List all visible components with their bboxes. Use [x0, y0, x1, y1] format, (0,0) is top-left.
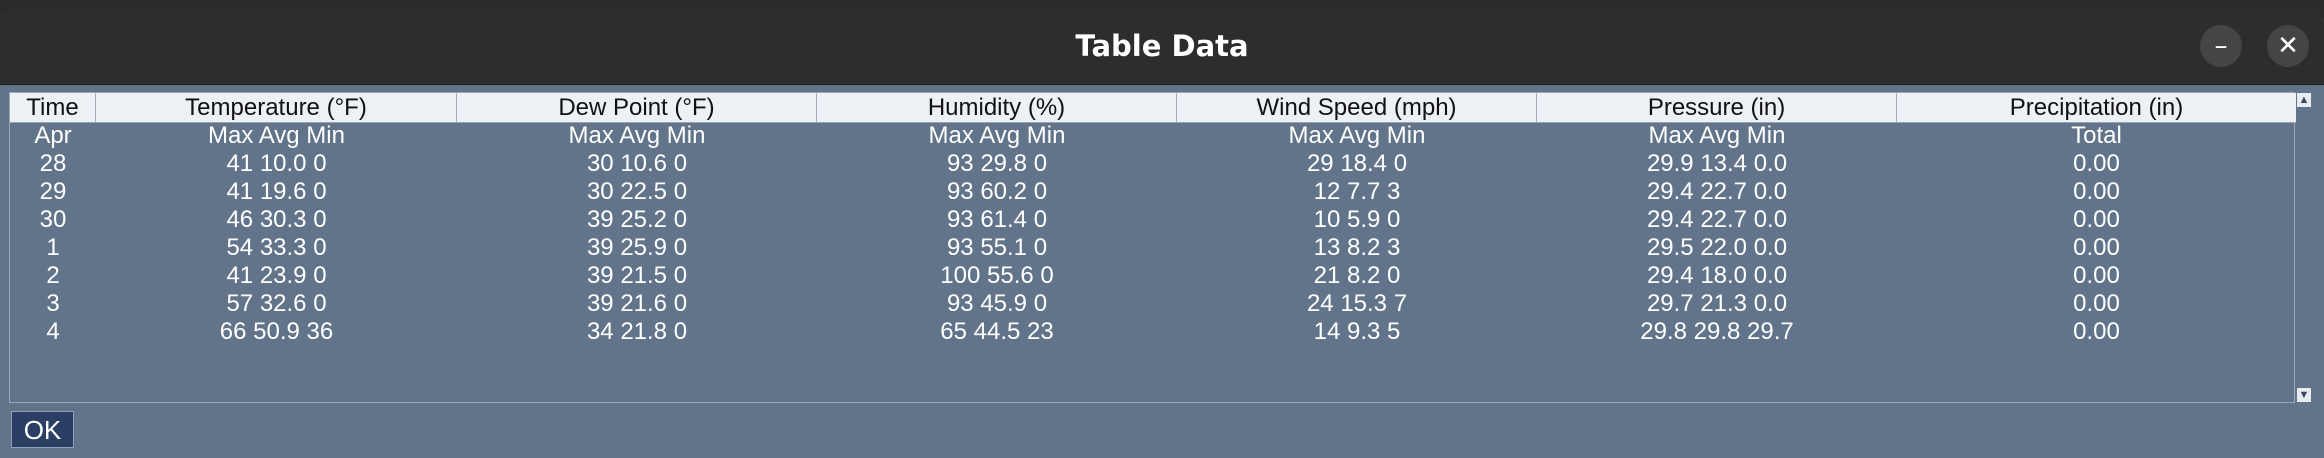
- cell-humidity: 100 55.6 0: [940, 262, 1054, 289]
- cell-dew-point: 30 22.5 0: [586, 178, 688, 205]
- cell-humidity: 93 29.8 0: [946, 150, 1048, 177]
- cell-dew-point: 39 25.2 0: [586, 206, 688, 233]
- cell-temperature: 66 50.9 36: [219, 318, 334, 345]
- table-row[interactable]: 1 54 33.3 0 39 25.9 0 93 55.1 0 13 8.2 3 29.5…: [10, 234, 2296, 262]
- table-row[interactable]: 4 66 50.9 36 34 21.8 0 65 44.5 23 14 9.3 5 29…: [10, 318, 2296, 346]
- cell-wind-speed: 12 7.7 3: [1313, 178, 1401, 205]
- column-header-dew-point[interactable]: Dew Point (°F): [457, 93, 817, 122]
- table-row[interactable]: 30 46 30.3 0 39 25.2 0 93 61.4 0 10 5.9 0 29.…: [10, 206, 2296, 234]
- cell-precipitation: Total: [2071, 122, 2122, 149]
- cell-precipitation: 0.00: [2073, 150, 2120, 177]
- cell-temperature: 41 10.0 0: [226, 150, 327, 177]
- scroll-down-arrow-icon[interactable]: ▼: [2297, 388, 2311, 402]
- cell-temperature: 41 23.9 0: [226, 262, 327, 289]
- cell-precipitation: 0.00: [2073, 206, 2120, 233]
- close-button[interactable]: ✕: [2267, 25, 2309, 67]
- cell-pressure: 29.7 21.3 0.0: [1646, 290, 1788, 317]
- vertical-scrollbar[interactable]: ▲ ▼: [2297, 93, 2311, 402]
- cell-wind-speed: 13 8.2 3: [1313, 234, 1401, 261]
- cell-dew-point: 39 25.9 0: [586, 234, 688, 261]
- column-header-precipitation[interactable]: Precipitation (in): [2009, 94, 2184, 121]
- cell-humidity: Max Avg Min: [928, 122, 1066, 149]
- cell-temperature: 54 33.3 0: [226, 234, 327, 261]
- cell-pressure: 29.4 22.7 0.0: [1646, 178, 1788, 205]
- cell-humidity: 93 45.9 0: [946, 290, 1048, 317]
- cell-humidity: 93 61.4 0: [946, 206, 1048, 233]
- cell-time: 29: [39, 178, 67, 205]
- cell-humidity: 93 55.1 0: [946, 234, 1048, 261]
- column-header-pressure[interactable]: Pressure (in): [1537, 93, 1897, 122]
- table-data-window: Table Data – ✕ Time Temperature (°F) Dew…: [0, 10, 2324, 458]
- cell-dew-point: 39 21.5 0: [586, 262, 688, 289]
- cell-pressure: 29.4 18.0 0.0: [1646, 262, 1788, 289]
- cell-time: 2: [46, 262, 60, 289]
- column-header-wind-speed[interactable]: Wind Speed (mph): [1177, 93, 1537, 122]
- cell-dew-point: 34 21.8 0: [586, 318, 688, 345]
- cell-time: 3: [46, 290, 60, 317]
- table-row[interactable]: 28 41 10.0 0 30 10.6 0 93 29.8 0 29 18.4 0 29…: [10, 150, 2296, 178]
- cell-pressure: 29.9 13.4 0.0: [1646, 150, 1788, 177]
- cell-humidity: 93 60.2 0: [946, 178, 1048, 205]
- window-title: Table Data: [1075, 29, 1249, 63]
- title-bar[interactable]: Table Data – ✕: [0, 10, 2324, 85]
- minimize-button[interactable]: –: [2200, 25, 2242, 67]
- cell-wind-speed: 29 18.4 0: [1306, 150, 1408, 177]
- cell-pressure: 29.4 22.7 0.0: [1646, 206, 1788, 233]
- table-row[interactable]: 3 57 32.6 0 39 21.6 0 93 45.9 0 24 15.3 7 29.…: [10, 290, 2296, 318]
- cell-pressure: 29.8 29.8 29.7: [1640, 318, 1794, 345]
- cell-temperature: Max Avg Min: [208, 122, 345, 149]
- cell-precipitation: 0.00: [2073, 234, 2120, 261]
- cell-pressure: 29.5 22.0 0.0: [1646, 234, 1788, 261]
- cell-time: 4: [46, 318, 60, 345]
- cell-time: 1: [46, 234, 60, 261]
- cell-wind-speed: 10 5.9 0: [1313, 206, 1401, 233]
- cell-dew-point: Max Avg Min: [568, 122, 706, 149]
- data-table: Time Temperature (°F) Dew Point (°F) Hum…: [9, 92, 2311, 403]
- table-row[interactable]: 29 41 19.6 0 30 22.5 0 93 60.2 0 12 7.7 3 29.…: [10, 178, 2296, 206]
- cell-wind-speed: 21 8.2 0: [1313, 262, 1401, 289]
- cell-dew-point: 39 21.6 0: [586, 290, 688, 317]
- cell-dew-point: 30 10.6 0: [586, 150, 688, 177]
- ok-button[interactable]: OK: [11, 411, 74, 448]
- cell-wind-speed: 14 9.3 5: [1313, 318, 1401, 345]
- column-header-humidity[interactable]: Humidity (%): [817, 93, 1177, 122]
- cell-pressure: Max Avg Min: [1648, 122, 1786, 149]
- cell-wind-speed: 24 15.3 7: [1306, 290, 1408, 317]
- column-header-temperature[interactable]: Temperature (°F): [96, 93, 457, 122]
- table-subheader-row[interactable]: Apr Max Avg Min Max Avg Min Max Avg Min Max …: [10, 122, 2296, 150]
- cell-precipitation: 0.00: [2073, 318, 2120, 345]
- cell-time: 30: [39, 206, 67, 233]
- column-header-time[interactable]: Time: [10, 93, 96, 122]
- cell-temperature: 57 32.6 0: [226, 290, 327, 317]
- table-header-row: Time Temperature (°F) Dew Point (°F) Hum…: [10, 93, 2296, 123]
- cell-temperature: 46 30.3 0: [226, 206, 327, 233]
- cell-precipitation: 0.00: [2073, 290, 2120, 317]
- cell-wind-speed: Max Avg Min: [1288, 122, 1426, 149]
- cell-time: Apr: [34, 122, 72, 149]
- cell-time: 28: [39, 150, 67, 177]
- table-row[interactable]: 2 41 23.9 0 39 21.5 0 100 55.6 0 21 8.2 0 29.…: [10, 262, 2296, 290]
- scroll-up-arrow-icon[interactable]: ▲: [2297, 93, 2311, 107]
- cell-precipitation: 0.00: [2073, 262, 2120, 289]
- cell-precipitation: 0.00: [2073, 178, 2120, 205]
- cell-humidity: 65 44.5 23: [940, 318, 1054, 345]
- cell-temperature: 41 19.6 0: [226, 178, 327, 205]
